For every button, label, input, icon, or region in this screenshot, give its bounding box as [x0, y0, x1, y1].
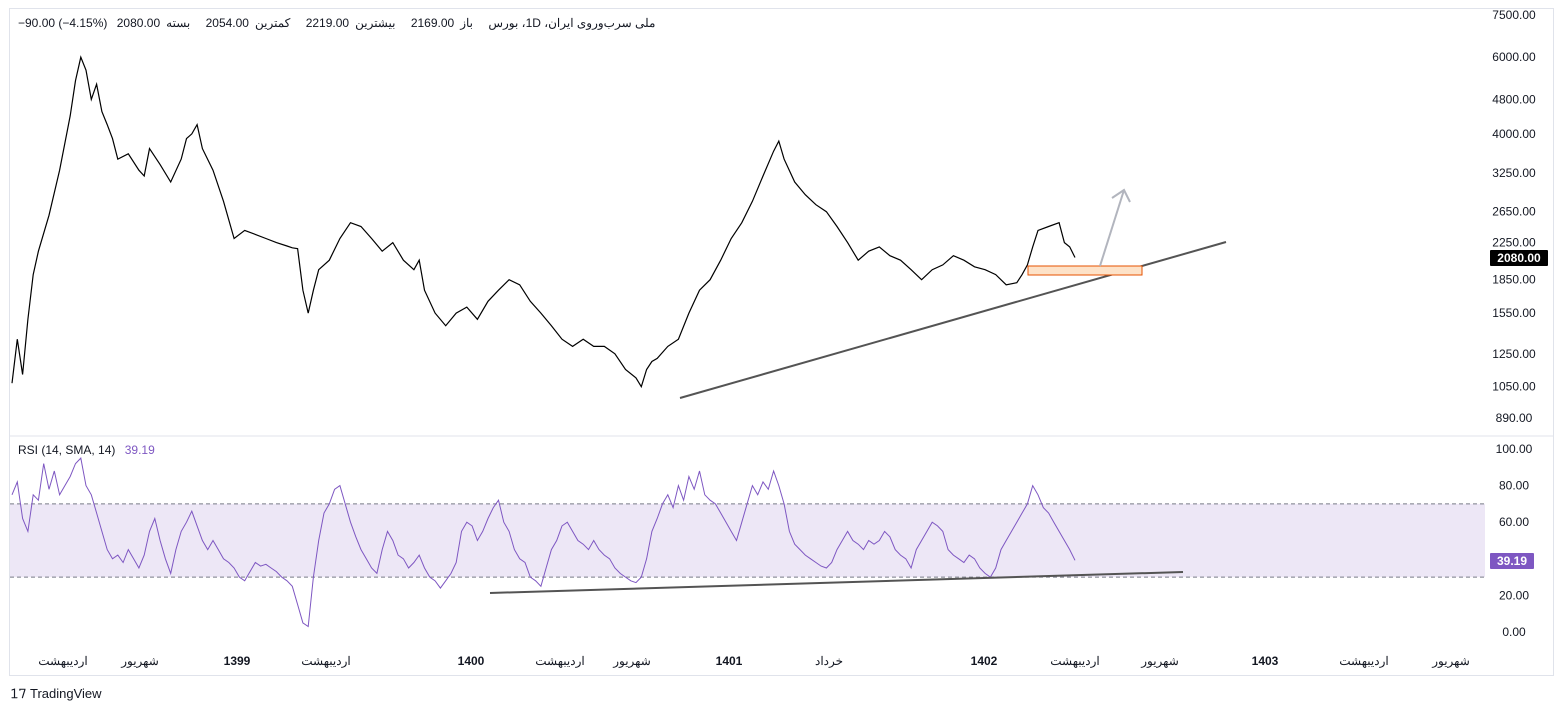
price-y-tick-label: 7500.00	[1492, 8, 1536, 22]
rsi-y-tick-label: 0.00	[1502, 625, 1526, 639]
time-x-tick-label: اردیبهشت	[535, 654, 584, 668]
price-y-tick-label: 6000.00	[1492, 50, 1536, 64]
tradingview-logo[interactable]: 𝟷𝟽 TradingView	[10, 685, 102, 702]
rsi-y-tick-label: 80.00	[1499, 479, 1529, 493]
rsi-value-badge: 39.19	[1490, 553, 1534, 569]
last-price-badge: 2080.00	[1490, 250, 1548, 266]
legend-high: بیشترین2219.00	[305, 16, 396, 30]
rsi-y-tick-label: 100.00	[1496, 442, 1533, 456]
rsi-legend-label: RSI (14, SMA, 14)	[18, 443, 116, 457]
support-zone-rectangle[interactable]	[1027, 265, 1143, 276]
time-x-tick-label: شهریور	[120, 654, 159, 668]
price-y-tick-label: 2250.00	[1492, 236, 1536, 250]
legend-close: بسته2080.00	[116, 16, 191, 30]
price-y-tick-label: 4800.00	[1492, 92, 1536, 106]
time-x-tick-label: شهریور	[612, 654, 651, 668]
target-arrow-head-icon[interactable]	[1111, 188, 1131, 203]
legend-symbol: ملی سرب‌وروی ایران، 1D، بورس	[488, 16, 656, 30]
price-y-tick-label: 3250.00	[1492, 166, 1536, 180]
rsi-y-tick-label: 60.00	[1499, 515, 1529, 529]
price-y-tick-label: 2650.00	[1492, 205, 1536, 219]
rsi-legend: RSI (14, SMA, 14) 39.19	[18, 443, 155, 457]
last-price-badge-text: 2080.00	[1497, 251, 1541, 265]
time-x-tick-label: خرداد	[815, 654, 843, 668]
tradingview-brand-text: TradingView	[29, 686, 102, 701]
time-x-tick-label: 1403	[1252, 654, 1279, 668]
price-y-tick-label: 1850.00	[1492, 273, 1536, 287]
price-trendline[interactable]	[679, 241, 1227, 399]
rsi-value-badge-text: 39.19	[1497, 554, 1527, 568]
time-x-tick-label: 1401	[716, 654, 743, 668]
price-y-axis[interactable]: 7500.00 6000.00 4800.00 4000.00 3250.00 2650.…	[1492, 8, 1536, 425]
rsi-legend-value: 39.19	[124, 443, 155, 457]
price-y-tick-label: 1250.00	[1492, 347, 1536, 361]
rsi-y-tick-label: 20.00	[1499, 588, 1529, 602]
time-x-tick-label: 1400	[458, 654, 485, 668]
rsi-series-line	[11, 457, 1076, 628]
tradingview-logo-icon: 𝟷𝟽	[10, 685, 27, 701]
time-x-tick-label: شهریور	[1140, 654, 1179, 668]
time-x-tick-label: اردیبهشت	[1050, 654, 1099, 668]
legend-open: باز2169.00	[410, 16, 474, 30]
price-y-tick-label: 1550.00	[1492, 306, 1536, 320]
time-x-tick-label: 1399	[224, 654, 251, 668]
rsi-trendline[interactable]	[489, 571, 1184, 594]
time-x-tick-label: شهریور	[1431, 654, 1470, 668]
price-y-tick-label: 4000.00	[1492, 127, 1536, 141]
legend-change: −90.00 (−4.15%)	[18, 16, 108, 30]
rsi-band-fill	[10, 503, 1485, 578]
time-x-tick-label: اردیبهشت	[301, 654, 350, 668]
time-x-tick-label: 1402	[971, 654, 998, 668]
price-y-tick-label: 890.00	[1496, 411, 1533, 425]
price-legend: ملی سرب‌وروی ایران، 1D، بورس باز2169.00 …	[18, 16, 661, 30]
time-x-tick-label: اردیبهشت	[1339, 654, 1388, 668]
time-x-tick-label: اردیبهشت	[38, 654, 87, 668]
price-series-line	[11, 55, 1076, 389]
time-x-axis[interactable]: اردیبهشت شهریور 1399 اردیبهشت 1400 اردیبهشت شه…	[38, 654, 1470, 668]
legend-low: کمترین2054.00	[205, 16, 291, 30]
price-y-tick-label: 1050.00	[1492, 380, 1536, 394]
target-arrow[interactable]	[1099, 189, 1125, 267]
